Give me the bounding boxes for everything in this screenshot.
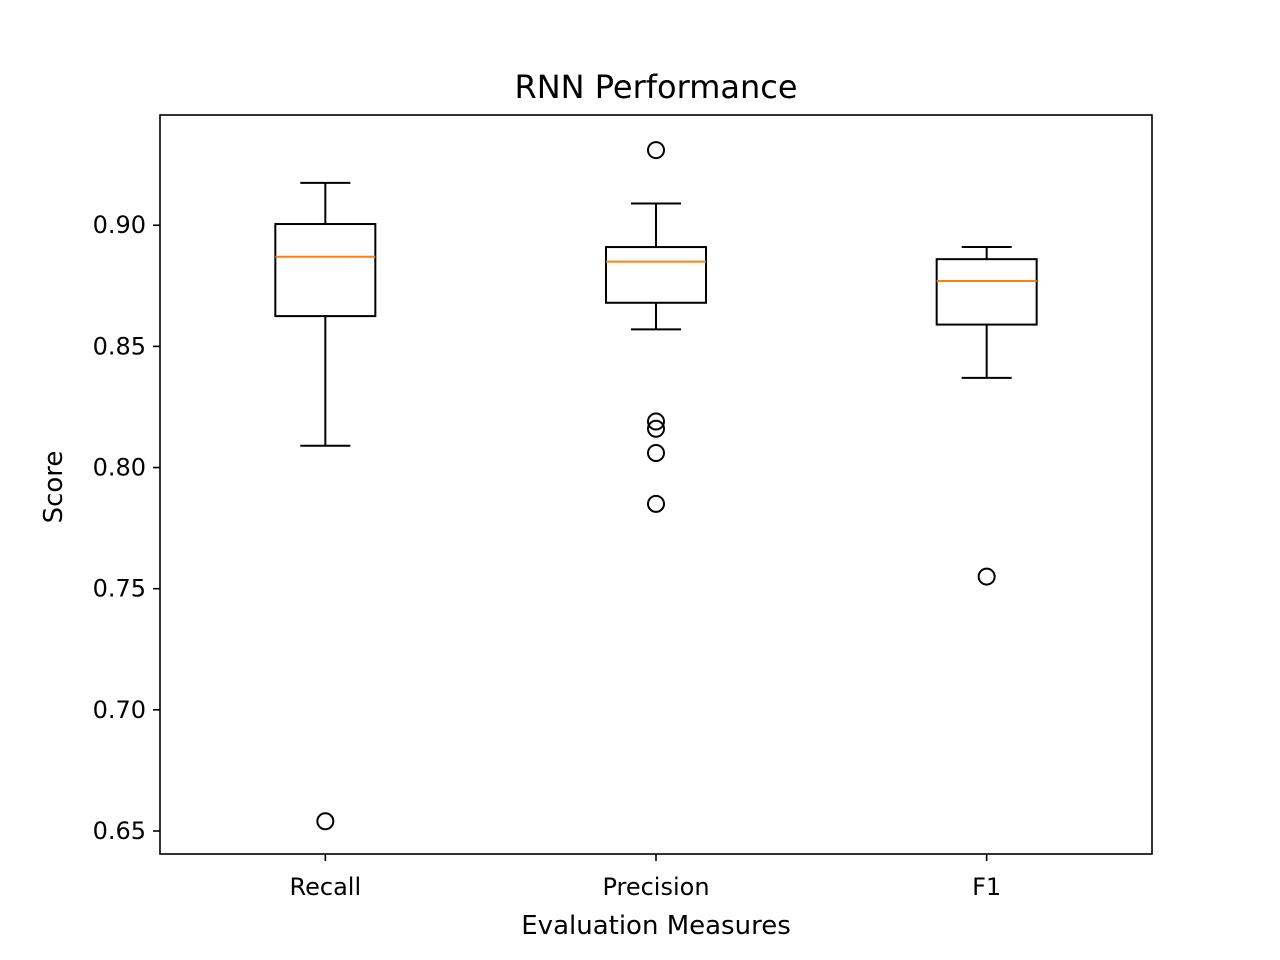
y-tick-label: 0.90 — [93, 211, 146, 239]
x-tick-label: Recall — [290, 873, 362, 901]
y-tick-label: 0.85 — [93, 332, 146, 360]
y-tick-label: 0.80 — [93, 454, 146, 482]
box-iqr — [935, 258, 1038, 326]
y-tick-label: 0.75 — [93, 575, 146, 603]
outlier-point — [647, 141, 665, 160]
outlier-point — [316, 812, 335, 831]
box-iqr — [605, 246, 707, 304]
outlier-point — [647, 444, 665, 463]
y-tick-label: 0.65 — [93, 817, 146, 845]
y-tick-label: 0.70 — [93, 696, 146, 724]
outlier-point — [647, 494, 665, 513]
x-tick-label: Precision — [602, 873, 709, 901]
plot-area: 0.65 0.70 0.75 0.80 0.85 0.90 Recall Precision F… — [93, 141, 1038, 901]
y-axis-label: Score — [39, 451, 69, 524]
outlier-point — [647, 419, 665, 438]
x-tick-label: F1 — [972, 873, 1001, 901]
chart-title: RNN Performance — [514, 68, 797, 106]
x-axis-label: Evaluation Measures — [521, 911, 791, 941]
outlier-point — [647, 412, 665, 431]
box-iqr — [274, 223, 377, 318]
outlier-point — [977, 567, 996, 586]
